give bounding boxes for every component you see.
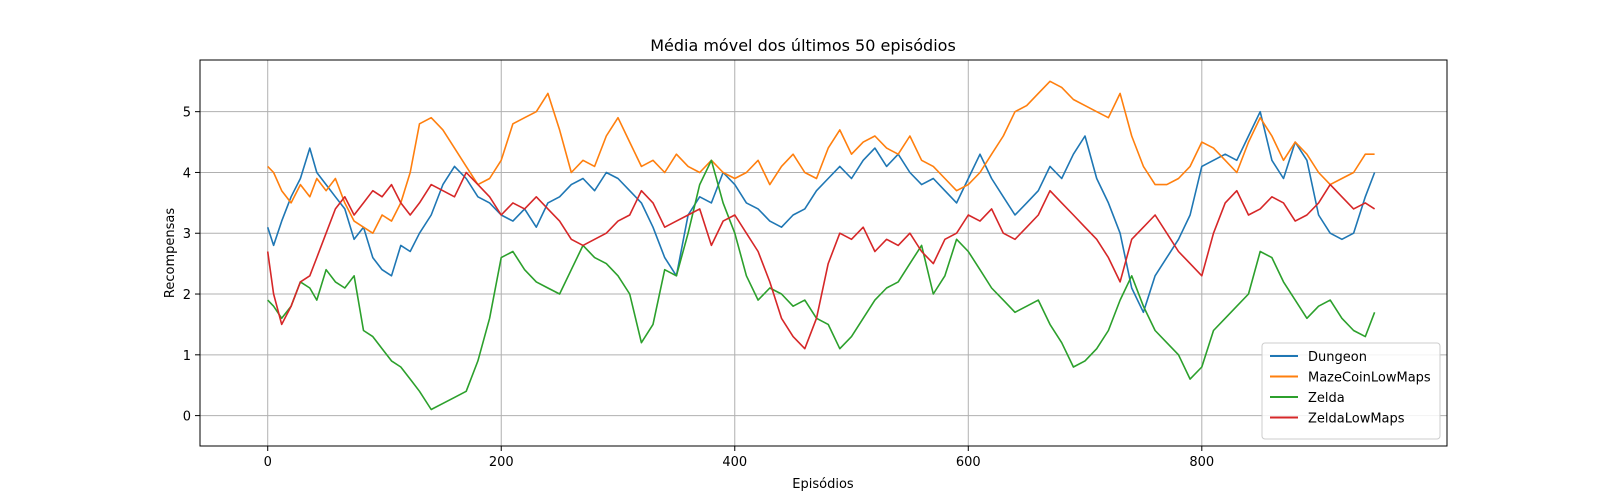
x-tick-label: 400 — [722, 455, 747, 470]
y-tick-label: 1 — [183, 349, 191, 364]
y-tick-label: 5 — [183, 106, 191, 121]
y-axis-label: Recompensas — [163, 208, 178, 298]
chart-title: Média móvel dos últimos 50 episódios — [650, 36, 956, 55]
x-tick-label: 200 — [489, 455, 514, 470]
grid-lines — [200, 60, 1447, 446]
x-tick-label: 600 — [956, 455, 981, 470]
x-axis-ticks: 0 200 400 600 800 — [264, 446, 1214, 470]
plot-area-frame — [199, 59, 1448, 447]
series-line-zeldalowmaps — [266, 171, 1376, 350]
series-line-zelda — [267, 159, 1376, 411]
x-axis-label: Episódios — [792, 477, 854, 492]
legend: Dungeon MazeCoinLowMaps Zelda ZeldaLowMaps — [1261, 342, 1441, 440]
y-tick-label: 4 — [183, 166, 191, 181]
x-tick-label: 800 — [1189, 455, 1214, 470]
legend-label: MazeCoinLowMaps — [1308, 371, 1431, 386]
legend-label: Zelda — [1308, 391, 1345, 406]
y-tick-label: 2 — [183, 288, 191, 303]
x-tick-label: 0 — [264, 455, 272, 470]
series-layer — [266, 80, 1376, 411]
legend-box — [1261, 342, 1441, 440]
legend-label: Dungeon — [1308, 350, 1367, 365]
series-line-dungeon — [266, 110, 1376, 314]
y-tick-label: 0 — [183, 410, 191, 425]
series-line-mazecoinlowmaps — [267, 80, 1375, 234]
y-tick-label: 3 — [183, 227, 191, 242]
legend-label: ZeldaLowMaps — [1308, 412, 1405, 427]
y-axis-ticks: 0 1 2 3 4 5 — [183, 106, 200, 425]
